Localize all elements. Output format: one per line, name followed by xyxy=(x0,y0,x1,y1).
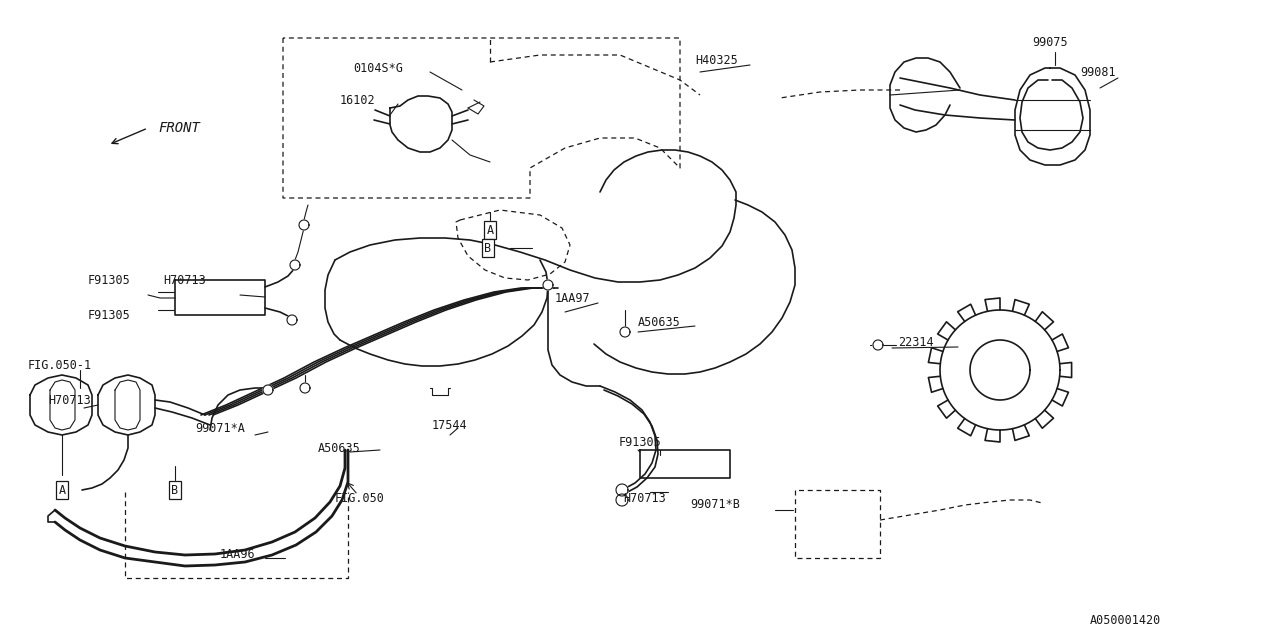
Text: 17544: 17544 xyxy=(433,419,467,431)
Text: FIG.050-1: FIG.050-1 xyxy=(28,358,92,371)
Polygon shape xyxy=(287,315,297,325)
Text: FRONT: FRONT xyxy=(157,121,200,135)
Text: 99071*A: 99071*A xyxy=(195,422,244,435)
Text: H70713: H70713 xyxy=(49,394,91,406)
Polygon shape xyxy=(262,385,273,395)
Text: A50635: A50635 xyxy=(637,316,681,328)
Text: F91305: F91305 xyxy=(88,273,131,287)
Polygon shape xyxy=(300,383,310,393)
Text: 99081: 99081 xyxy=(1080,65,1116,79)
Text: A050001420: A050001420 xyxy=(1091,614,1161,627)
Polygon shape xyxy=(543,280,553,290)
Polygon shape xyxy=(616,494,628,506)
Text: 22314: 22314 xyxy=(899,335,933,349)
Text: 0104S*G: 0104S*G xyxy=(353,61,403,74)
Text: 99075: 99075 xyxy=(1032,35,1068,49)
Text: 99071*B: 99071*B xyxy=(690,497,740,511)
Text: H70713: H70713 xyxy=(623,492,667,504)
Polygon shape xyxy=(616,484,628,496)
Polygon shape xyxy=(873,340,883,350)
Text: A: A xyxy=(59,483,65,497)
Text: 1AA96: 1AA96 xyxy=(220,548,256,561)
Text: FIG.050: FIG.050 xyxy=(335,492,385,504)
Text: H40325: H40325 xyxy=(695,54,737,67)
Text: A50635: A50635 xyxy=(317,442,361,454)
Text: A: A xyxy=(486,223,494,237)
Polygon shape xyxy=(291,260,300,270)
Text: B: B xyxy=(172,483,179,497)
Text: H70713: H70713 xyxy=(164,273,206,287)
Text: F91305: F91305 xyxy=(618,435,662,449)
Text: B: B xyxy=(484,241,492,255)
Polygon shape xyxy=(620,327,630,337)
Polygon shape xyxy=(300,220,308,230)
Text: F91305: F91305 xyxy=(88,308,131,321)
Text: 16102: 16102 xyxy=(340,93,375,106)
Text: 1AA97: 1AA97 xyxy=(556,291,590,305)
